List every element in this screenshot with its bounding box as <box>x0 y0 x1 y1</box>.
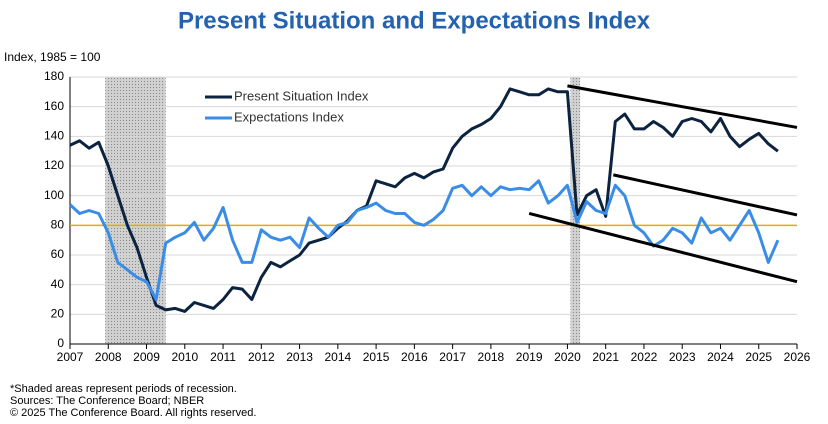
y-axis-label: Index, 1985 = 100 <box>4 50 101 64</box>
x-tick-label: 2017 <box>439 350 466 364</box>
y-tick-label: 160 <box>44 99 64 113</box>
x-tick-label: 2022 <box>631 350 658 364</box>
trend-line <box>567 84 798 129</box>
x-tick-label: 2024 <box>707 350 734 364</box>
y-tick-label: 0 <box>57 336 64 350</box>
x-tick-label: 2020 <box>554 350 581 364</box>
legend-label: Expectations Index <box>234 109 344 124</box>
x-tick-label: 2011 <box>210 350 236 364</box>
x-tick-label: 2015 <box>363 350 390 364</box>
x-tick-label: 2014 <box>324 350 351 364</box>
x-tick-label: 2010 <box>171 350 198 364</box>
y-tick-label: 80 <box>51 218 65 232</box>
x-tick-label: 2016 <box>401 350 428 364</box>
legend-label: Present Situation Index <box>234 88 369 103</box>
x-tick-label: 2023 <box>669 350 696 364</box>
trend-line <box>528 212 798 284</box>
footnote: Sources: The Conference Board; NBER <box>10 395 204 407</box>
x-tick-label: 2021 <box>592 350 619 364</box>
series-line <box>68 179 780 301</box>
footnote: *Shaded areas represent periods of reces… <box>10 383 237 395</box>
y-tick-label: 100 <box>44 188 64 202</box>
footnote: © 2025 The Conference Board. All rights … <box>10 407 256 419</box>
x-tick-label: 2019 <box>516 350 543 364</box>
y-tick-label: 120 <box>44 158 64 172</box>
y-tick-label: 180 <box>44 69 64 83</box>
series-line <box>69 87 779 313</box>
x-tick-label: 2013 <box>286 350 313 364</box>
x-tick-label: 2018 <box>478 350 505 364</box>
y-tick-label: 60 <box>51 247 65 261</box>
trend-line <box>613 173 798 217</box>
x-tick-label: 2007 <box>57 350 84 364</box>
y-tick-label: 140 <box>44 129 64 143</box>
x-tick-label: 2025 <box>745 350 772 364</box>
x-tick-label: 2026 <box>784 350 811 364</box>
y-tick-label: 20 <box>51 307 65 321</box>
y-tick-label: 40 <box>51 277 65 291</box>
x-tick-label: 2009 <box>133 350 160 364</box>
x-tick-label: 2012 <box>248 350 275 364</box>
x-tick-label: 2008 <box>95 350 122 364</box>
chart-title: Present Situation and Expectations Index <box>178 7 651 34</box>
